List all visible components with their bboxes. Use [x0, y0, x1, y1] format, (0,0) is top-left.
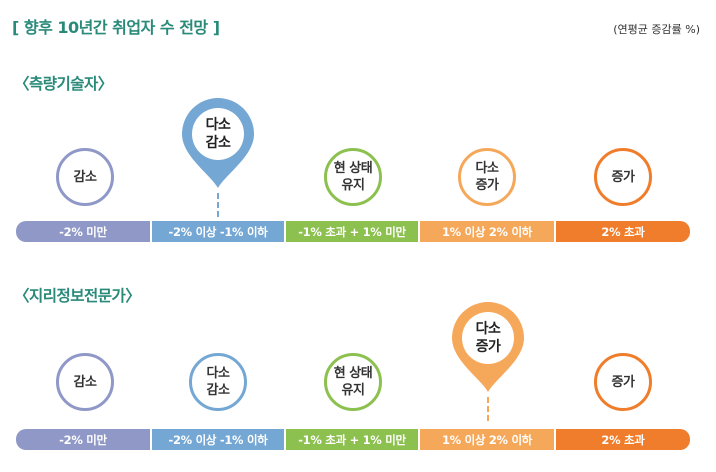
category-label: 감소	[73, 169, 97, 185]
category-label: 현 상태 유지	[333, 366, 373, 398]
range-bar-maintain: -1% 초과 + 1% 미만	[286, 429, 418, 450]
range-bar-slight-increase: 1% 이상 2% 이하	[420, 429, 554, 450]
range-bar-decrease: -2% 미만	[16, 221, 150, 242]
category-circle-decrease: 감소	[56, 353, 114, 411]
range-bar-decrease: -2% 미만	[16, 429, 150, 450]
range-bar-increase: 2% 초과	[556, 221, 690, 242]
category-label: 다소 증가	[475, 161, 499, 193]
category-label: 현 상태 유지	[333, 161, 373, 193]
category-circle-increase: 증가	[594, 353, 652, 411]
section-title-surveyor: 〈측량기술자〉	[14, 75, 113, 93]
pin-dashed-line	[217, 193, 219, 217]
selected-pin-surveyor: 다소 감소	[178, 94, 258, 190]
range-bar-slight-decrease: -2% 이상 -1% 이하	[152, 429, 284, 450]
category-circle-increase: 증가	[594, 148, 652, 206]
pin-label: 다소 증가	[475, 321, 501, 355]
range-bar-maintain: -1% 초과 + 1% 미만	[286, 221, 418, 242]
unit-label: (연평균 증감률 %)	[613, 23, 700, 36]
category-circle-slight-decrease: 다소 감소	[189, 353, 247, 411]
category-label: 다소 감소	[206, 366, 230, 398]
range-bar-slight-decrease: -2% 이상 -1% 이하	[152, 221, 284, 242]
pin-label: 다소 감소	[205, 117, 231, 151]
range-bar-increase: 2% 초과	[556, 429, 690, 450]
category-circle-slight-increase: 다소 증가	[458, 148, 516, 206]
category-circle-maintain: 현 상태 유지	[324, 353, 382, 411]
section-title-gis-expert: 〈지리정보전문가〉	[14, 287, 141, 305]
pin-dashed-line	[487, 397, 489, 421]
category-label: 증가	[611, 374, 635, 390]
category-label: 감소	[73, 374, 97, 390]
category-label: 증가	[611, 169, 635, 185]
category-circle-maintain: 현 상태 유지	[324, 148, 382, 206]
category-circle-decrease: 감소	[56, 148, 114, 206]
range-bar-slight-increase: 1% 이상 2% 이하	[420, 221, 554, 242]
chart-title: [ 향후 10년간 취업자 수 전망 ]	[12, 18, 220, 37]
selected-pin-gis-expert: 다소 증가	[448, 298, 528, 394]
